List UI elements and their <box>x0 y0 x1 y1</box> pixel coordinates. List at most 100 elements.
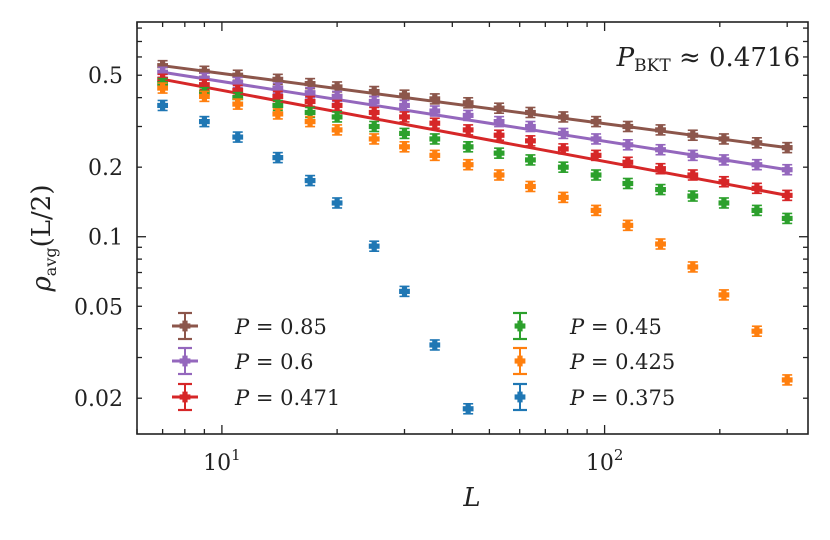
marker-horizontal <box>655 186 666 193</box>
data-point-series-4 <box>590 204 602 217</box>
legend-label-1: P = 0.6 <box>234 350 314 374</box>
marker-horizontal <box>718 136 730 142</box>
marker-horizontal <box>781 377 793 383</box>
data-point-series-2 <box>687 169 699 181</box>
data-point-series-4 <box>429 149 441 162</box>
marker-horizontal <box>751 162 763 168</box>
data-point-series-2 <box>781 189 793 202</box>
legend-value: 0.45 <box>615 315 662 339</box>
marker-horizontal <box>557 114 569 120</box>
data-point-series-4 <box>687 261 699 273</box>
fit-line-1 <box>162 70 788 172</box>
legend-item-0: P = 0.85 <box>172 311 327 341</box>
data-point-series-4 <box>462 158 474 171</box>
legend-item-5: P = 0.375 <box>513 382 675 412</box>
y-tick-label: 0.1 <box>88 226 123 251</box>
data-point-series-5 <box>157 99 169 112</box>
data-point-series-1 <box>399 99 410 112</box>
legend-value: 0.85 <box>280 315 327 339</box>
marker-horizontal <box>718 200 730 206</box>
marker-horizontal <box>304 119 316 125</box>
marker-horizontal <box>462 406 474 412</box>
marker-horizontal <box>429 342 441 348</box>
marker-horizontal <box>525 138 536 144</box>
data-point-series-5 <box>462 402 474 415</box>
data-point-series-0 <box>462 96 474 109</box>
marker-horizontal <box>198 93 210 99</box>
data-point-series-1 <box>751 158 763 171</box>
data-point-series-4 <box>525 180 536 193</box>
data-point-series-1 <box>590 133 602 145</box>
legend-value: 0.425 <box>615 350 675 374</box>
data-point-series-1 <box>718 154 730 166</box>
marker-horizontal <box>304 90 316 96</box>
marker-horizontal <box>368 136 380 142</box>
marker-horizontal <box>399 130 410 137</box>
marker-horizontal <box>525 123 536 130</box>
y-tick-label: 0.2 <box>88 156 123 181</box>
data-point-series-4 <box>493 169 505 181</box>
data-point-series-3 <box>622 177 634 190</box>
y-tick-label: 0.02 <box>74 387 123 412</box>
pbkt-annotation-lead: P <box>616 43 635 73</box>
legend-equals: = <box>249 315 280 339</box>
marker-horizontal <box>557 194 569 200</box>
marker-horizontal <box>399 102 410 109</box>
marker-horizontal <box>331 200 343 206</box>
marker-horizontal <box>525 109 536 116</box>
data-point-series-0 <box>557 111 569 123</box>
pbkt-annotation-rest: ≈ 0.4716 <box>671 43 800 73</box>
marker-horizontal <box>232 95 244 101</box>
marker-horizontal <box>157 85 169 91</box>
data-point-series-3 <box>399 127 410 140</box>
legend-label-4: P = 0.425 <box>569 350 675 374</box>
marker-horizontal <box>590 136 602 142</box>
data-point-series-0 <box>655 124 666 136</box>
x-tick-base: 10 <box>203 451 231 476</box>
data-point-series-2 <box>399 111 410 123</box>
legend-marker-horizontal <box>514 323 526 329</box>
data-point-series-4 <box>751 325 763 338</box>
data-point-series-0 <box>525 106 536 119</box>
marker-horizontal <box>157 63 169 69</box>
data-point-series-5 <box>198 115 210 128</box>
marker-horizontal <box>557 164 569 170</box>
data-point-series-1 <box>622 138 634 151</box>
data-point-series-2 <box>751 182 763 195</box>
data-point-series-0 <box>429 93 441 105</box>
data-points <box>157 59 793 415</box>
data-point-series-4 <box>781 374 793 386</box>
marker-horizontal <box>622 180 634 187</box>
data-point-series-5 <box>304 174 316 187</box>
legend-item-4: P = 0.425 <box>513 346 675 376</box>
marker-horizontal <box>304 109 316 116</box>
data-point-series-2 <box>304 95 316 108</box>
marker-horizontal <box>493 105 505 111</box>
marker-horizontal <box>687 193 699 199</box>
data-point-series-3 <box>525 154 536 166</box>
data-point-series-0 <box>590 115 602 128</box>
data-point-series-2 <box>525 135 536 147</box>
marker-horizontal <box>751 185 763 191</box>
legend-label-5: P = 0.375 <box>569 386 675 410</box>
marker-horizontal <box>198 75 210 81</box>
marker-horizontal <box>718 179 730 185</box>
legend-label-3: P = 0.45 <box>569 315 662 339</box>
marker-horizontal <box>493 172 505 178</box>
data-point-series-0 <box>687 129 699 142</box>
y-tick-label: 0.5 <box>88 64 123 89</box>
marker-horizontal <box>557 146 569 152</box>
data-point-series-4 <box>622 219 634 232</box>
x-axis-label: L <box>462 483 480 513</box>
marker-horizontal <box>655 147 666 153</box>
x-tick-exp: 2 <box>614 446 624 464</box>
legend-marker-horizontal <box>514 358 526 364</box>
data-point-series-2 <box>655 162 666 175</box>
y-tick-label: 0.05 <box>74 295 123 320</box>
marker-horizontal <box>429 96 441 102</box>
marker-horizontal <box>232 101 244 107</box>
marker-horizontal <box>655 127 666 133</box>
marker-horizontal <box>462 112 474 119</box>
